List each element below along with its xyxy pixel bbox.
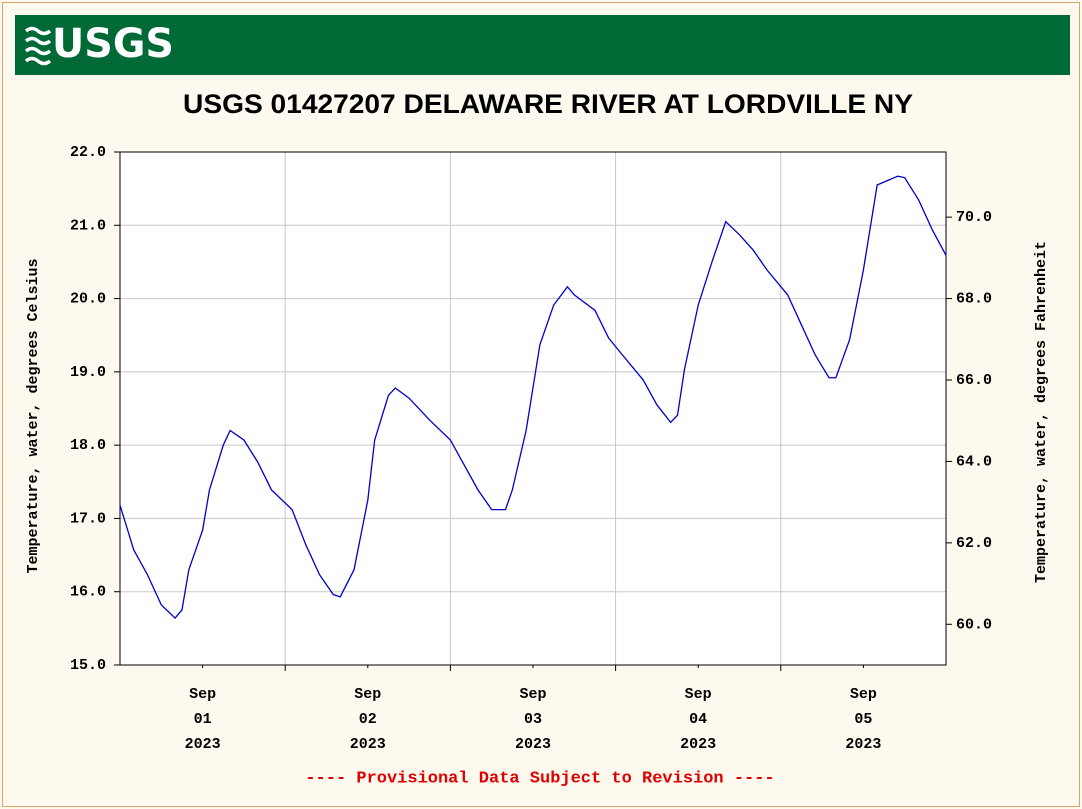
y-axis-label: Temperature, water, degrees Celsius <box>25 258 42 573</box>
x-tick-label: Sep 05 2023 <box>845 686 882 753</box>
chart-title: USGS 01427207 DELAWARE RIVER AT LORDVILL… <box>183 89 913 119</box>
logo-waves <box>24 26 52 66</box>
y2-tick-label: 66.0 <box>956 372 992 389</box>
y2-tick-label: 62.0 <box>956 535 992 552</box>
y2-tick-label: 70.0 <box>956 209 992 226</box>
header-band <box>15 15 1070 75</box>
plot-border <box>119 151 947 666</box>
y-tick-label: 17.0 <box>70 510 106 527</box>
y-tick-label: 19.0 <box>70 364 106 381</box>
x-tick-label: Sep 02 2023 <box>349 686 386 753</box>
y-tick-label: 22.0 <box>70 144 106 161</box>
y2-tick-label: 68.0 <box>956 291 992 308</box>
plot-area <box>120 152 946 665</box>
y-tick-label: 18.0 <box>70 437 106 454</box>
y2-tick-label: 64.0 <box>956 453 992 470</box>
y-tick-label: 16.0 <box>70 584 106 601</box>
logo-text: USGS <box>52 21 174 67</box>
x-tick-label: Sep 04 2023 <box>680 686 717 753</box>
y-tick-label: 15.0 <box>70 657 106 674</box>
data-line <box>119 175 947 620</box>
y-tick-label: 20.0 <box>70 291 106 308</box>
y-tick-label: 21.0 <box>70 217 106 234</box>
x-tick-label: Sep 03 2023 <box>514 686 551 753</box>
y2-axis-label: Temperature, water, degrees Fahrenheit <box>1033 241 1050 583</box>
footer-note: ---- Provisional Data Subject to Revisio… <box>305 769 774 788</box>
y2-tick-label: 60.0 <box>956 616 992 633</box>
x-tick-label: Sep 01 2023 <box>184 686 221 753</box>
